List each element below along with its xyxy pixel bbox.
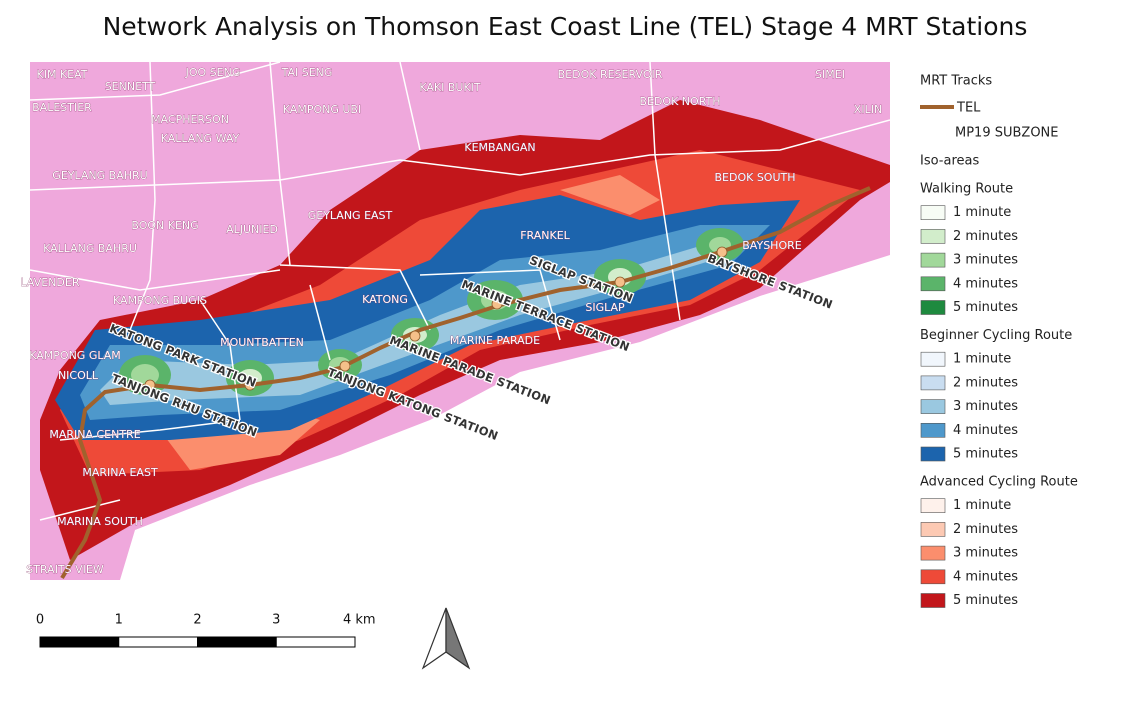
subzone-label: SIMEI bbox=[815, 68, 845, 81]
scale-label: 0 bbox=[36, 613, 44, 628]
subzone-label: KAMPONG GLAM bbox=[29, 349, 121, 362]
scale-label: 4 km bbox=[343, 613, 376, 628]
legend-item: 5 minutes bbox=[953, 593, 1018, 608]
legend-group-title: Advanced Cycling Route bbox=[920, 475, 1078, 490]
legend-swatch bbox=[920, 252, 946, 268]
subzone-label: KAKI BUKIT bbox=[419, 81, 481, 94]
legend-group-title: Beginner Cycling Route bbox=[920, 328, 1072, 343]
legend-item: 5 minutes bbox=[953, 447, 1018, 462]
legend-swatch bbox=[920, 593, 946, 608]
legend-item: 3 minutes bbox=[953, 253, 1018, 268]
legend-swatch bbox=[920, 522, 946, 537]
map: KIM KEAT SENNETT JOO SENG TAI SENG KAKI BUKI… bbox=[20, 61, 891, 580]
scale-label: 3 bbox=[272, 613, 280, 628]
legend-item: 1 minute bbox=[953, 498, 1011, 513]
scale-segment bbox=[39, 636, 120, 648]
legend-item: 1 minute bbox=[953, 352, 1011, 367]
north-arrow bbox=[421, 607, 471, 670]
subzone-label: FRANKEL bbox=[520, 229, 570, 242]
legend-swatch bbox=[920, 205, 946, 220]
subzone-label: NICOLL bbox=[58, 369, 99, 382]
legend-item: 2 minutes bbox=[953, 375, 1018, 390]
subzone-label: BEDOK NORTH bbox=[639, 95, 720, 108]
subzone-label: MACPHERSON bbox=[151, 113, 229, 126]
legend-item: 2 minutes bbox=[953, 522, 1018, 537]
legend-heading: Iso-areas bbox=[920, 154, 979, 169]
subzone-label: GEYLANG BAHRU bbox=[52, 169, 147, 182]
legend: MRT Tracks TEL MP19 SUBZONE Iso-areas Walkin… bbox=[920, 74, 1078, 608]
subzone-label: LAVENDER bbox=[21, 276, 80, 289]
subzone-label: STRAITS VIEW bbox=[26, 563, 104, 576]
legend-swatch bbox=[920, 569, 946, 585]
subzone-label: KIM KEAT bbox=[37, 68, 88, 81]
scale-label: 2 bbox=[193, 613, 201, 628]
legend-group-title: Walking Route bbox=[920, 182, 1013, 197]
legend-item: 4 minutes bbox=[953, 276, 1018, 291]
subzone-label: BAYSHORE bbox=[742, 239, 801, 252]
legend-item: 1 minute bbox=[953, 205, 1011, 220]
legend-swatch bbox=[920, 399, 946, 414]
legend-heading: MRT Tracks bbox=[920, 74, 992, 89]
subzone-label: JOO SENG bbox=[185, 66, 241, 79]
scale-bar: 0 1 2 3 4 km bbox=[36, 613, 376, 648]
subzone-label: MOUNTBATTEN bbox=[220, 336, 304, 349]
subzone-label: KATONG bbox=[362, 293, 408, 306]
legend-item: 4 minutes bbox=[953, 569, 1018, 584]
iso-beginner-3 bbox=[100, 240, 740, 405]
legend-swatch bbox=[920, 375, 946, 391]
legend-swatch bbox=[920, 276, 946, 292]
sea bbox=[120, 255, 890, 580]
subzone-label: GEYLANG EAST bbox=[308, 209, 393, 222]
subzone-label: KEMBANGAN bbox=[464, 141, 535, 154]
subzone-label: TAI SENG bbox=[281, 66, 333, 79]
subzone-label: BEDOK SOUTH bbox=[714, 171, 795, 184]
subzone-boundaries bbox=[29, 61, 891, 521]
subzone-label: MARINA EAST bbox=[82, 466, 158, 479]
subzone-label: BEDOK RESERVOIR bbox=[558, 68, 663, 81]
subzone-label: BALESTIER bbox=[32, 101, 92, 114]
scale-segment bbox=[118, 636, 198, 648]
subzone-label: MARINE PARADE bbox=[450, 334, 540, 347]
subzone-label: SENNETT bbox=[105, 80, 156, 93]
legend-item: 5 minutes bbox=[953, 300, 1018, 315]
subzone-label: XILIN bbox=[854, 103, 882, 116]
legend-item: 2 minutes bbox=[953, 229, 1018, 244]
title: Network Analysis on Thomson East Coast L… bbox=[103, 12, 1028, 41]
subzone-label: BOON KENG bbox=[131, 219, 198, 232]
legend-item: TEL bbox=[956, 101, 981, 116]
legend-swatch bbox=[920, 446, 946, 462]
legend-item: 3 minutes bbox=[953, 546, 1018, 561]
scale-segment bbox=[197, 636, 277, 648]
scale-label: 1 bbox=[115, 613, 123, 628]
legend-swatch bbox=[920, 422, 946, 438]
iso-advanced-3b bbox=[560, 175, 660, 215]
subzone-label: ALJUNIED bbox=[226, 223, 278, 236]
subzone-label: KAMPONG BUGIS bbox=[113, 294, 207, 307]
subzone-label: SIGLAP bbox=[585, 301, 625, 314]
tel-track bbox=[60, 186, 871, 580]
subzone-label: MARINA SOUTH bbox=[57, 515, 143, 528]
legend-swatch bbox=[920, 300, 946, 315]
legend-item: MP19 SUBZONE bbox=[955, 126, 1059, 141]
stations bbox=[144, 246, 728, 391]
legend-swatch bbox=[920, 351, 946, 367]
legend-item: 3 minutes bbox=[953, 399, 1018, 414]
legend-swatch bbox=[920, 229, 946, 244]
legend-item: 4 minutes bbox=[953, 423, 1018, 438]
legend-swatch bbox=[920, 545, 946, 561]
subzone-label: KAMPONG UBI bbox=[283, 103, 361, 116]
subzone-label: KALLANG BAHRU bbox=[43, 242, 137, 255]
legend-swatch bbox=[920, 498, 946, 514]
subzone-label: MARINA CENTRE bbox=[49, 428, 140, 441]
subzone-label: KALLANG WAY bbox=[161, 132, 240, 145]
scale-segment bbox=[275, 636, 356, 648]
